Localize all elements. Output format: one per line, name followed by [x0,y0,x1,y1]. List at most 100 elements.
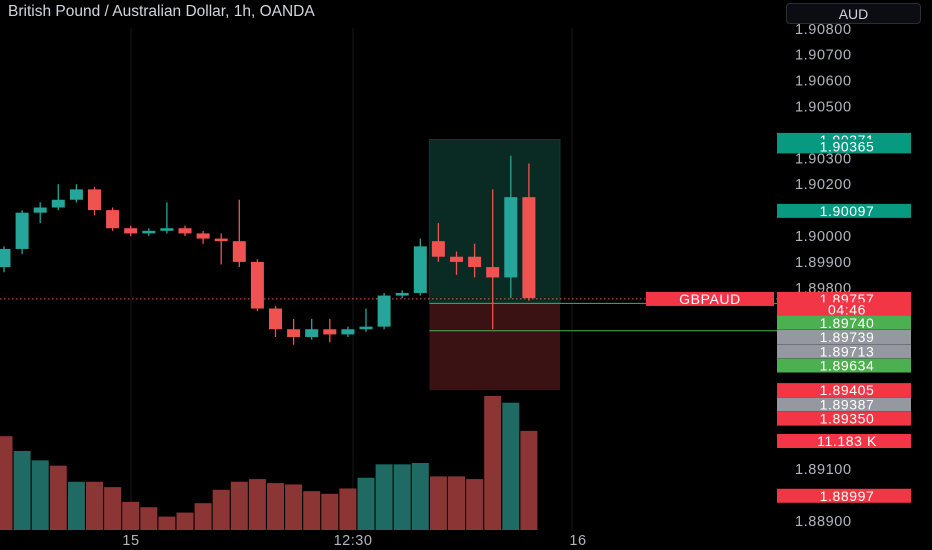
candle-body [450,256,463,262]
candle [214,233,228,265]
candle [0,246,11,273]
currency-button[interactable]: AUD [786,3,921,24]
price-label-bg [777,344,911,359]
candle [305,318,319,340]
volume-bar [484,396,502,530]
x-tick-label: 15 [122,533,139,549]
symbol-badge: GBPAUD [646,291,774,307]
candle-body [413,246,427,293]
volume-bar [230,481,248,530]
candle-body [377,295,391,327]
price-axis-label: 1.89634 [777,358,911,374]
y-tick-label: 1.89900 [795,255,852,271]
candle [88,186,101,216]
y-tick-label: 1.90800 [795,22,852,38]
candle-body [214,238,228,242]
y-tick-label: 1.90500 [795,100,852,116]
price-axis-label: 1.89713 [777,343,911,359]
volume-bar [267,483,284,530]
volume-bar [248,479,266,530]
candle-body [269,308,282,330]
volume-bar [67,481,85,530]
volume-bar [411,463,429,530]
candle [232,199,246,268]
candle [522,163,536,301]
candle [323,318,337,343]
candle [51,184,65,211]
candle-body [305,329,319,338]
volume-bar [393,464,411,530]
candle-body [341,329,355,335]
candle-body [359,326,373,330]
y-tick-label: 1.88900 [795,514,852,530]
volume-bar [140,507,158,530]
price-label-text: 04:46 [828,301,866,317]
candle-body [15,212,29,249]
price-label-bg [777,315,911,330]
candle-body [124,228,138,234]
candle [124,225,138,236]
price-label-bg [777,302,911,317]
price-axis-label: 1.90097 [777,203,911,219]
volume-bar [194,503,212,530]
y-tick-label: 1.90600 [795,74,852,90]
price-label-text: 1.89739 [820,329,875,345]
volume-scale-bg [777,434,911,448]
candle-body [323,329,337,335]
volume-bar [13,450,31,530]
volume-bar [0,436,13,530]
price-label-bg [777,397,911,412]
candle-body [522,197,536,299]
volume-bar [429,476,447,530]
price-label-bg [777,203,911,218]
y-tick-label: 1.90000 [795,229,852,245]
price-label-bg [777,139,911,154]
volume-bar [466,479,484,530]
candle [160,202,174,234]
candle [69,184,83,203]
price-label-bg [777,358,911,373]
y-tick-label: 1.90300 [795,151,852,167]
price-axis-label: 1.88997 [777,488,911,504]
volume-bar [122,501,140,530]
candle [142,228,156,236]
y-tick-label: 1.90700 [795,48,852,64]
candle-body [69,189,83,200]
price-axis-label: 04:46 [777,301,911,317]
candle [468,243,482,278]
candle-body [142,230,156,234]
candle-body [468,256,482,268]
price-label-bg [777,330,911,345]
volume-bar [502,402,520,530]
price-label-text: 1.89713 [820,343,875,359]
candle [287,318,301,345]
price-axis-label: 1.89405 [777,382,911,398]
price-label-bg [777,488,911,503]
volume-bar [31,460,49,530]
volume-bar [176,512,194,530]
price-label-text: 1.89387 [820,396,875,412]
volume-bar [104,487,122,530]
candle-body [51,199,65,208]
candle [431,223,445,262]
volume-bar [285,484,303,530]
candle [33,202,47,224]
y-tick-label: 1.90200 [795,177,852,193]
candle-body [0,248,11,268]
candle-body [431,241,445,257]
price-label-bg [777,411,911,426]
volume-bar [321,493,339,530]
price-axis-label: 1.89740 [777,315,911,331]
volume-bar [375,464,393,530]
volume-scale-label: 11.183 K [777,433,911,449]
candle [377,292,391,330]
candle [395,290,409,299]
price-axis-label: 1.89387 [777,396,911,412]
candle-body [250,261,264,309]
candle-body [88,189,101,211]
candle-body [33,207,47,213]
price-label-text: 1.89634 [820,358,875,374]
candle [359,308,373,332]
